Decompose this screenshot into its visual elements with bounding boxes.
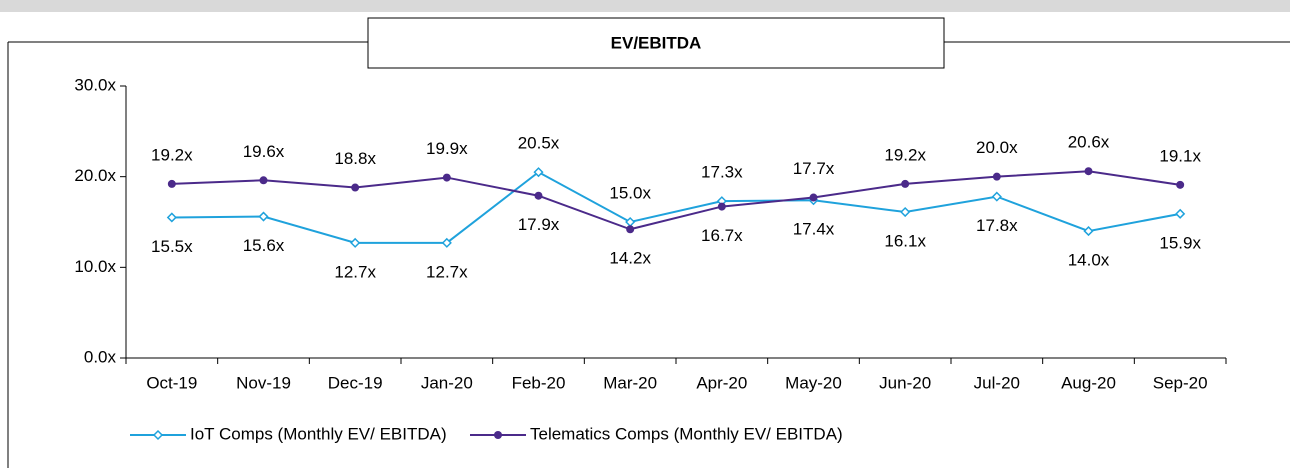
point — [625, 216, 636, 228]
data-label: 16.1x — [884, 232, 926, 251]
data-label: 15.6x — [243, 236, 285, 255]
x-tick-label: Dec-19 — [328, 373, 383, 392]
legend-marker — [152, 429, 164, 441]
data-label: 16.7x — [701, 226, 743, 245]
top-bar — [0, 0, 1290, 12]
data-label: 14.2x — [609, 249, 651, 268]
x-tick-label: Jul-20 — [974, 373, 1020, 392]
x-tick-label: Nov-19 — [236, 373, 291, 392]
x-tick-label: Oct-19 — [146, 373, 197, 392]
point — [1175, 208, 1186, 219]
data-label: 12.7x — [334, 262, 376, 281]
x-tick-label: Aug-20 — [1061, 373, 1116, 392]
data-label: 20.0x — [976, 138, 1018, 157]
point — [717, 202, 726, 211]
data-label: 17.9x — [518, 215, 560, 234]
x-tick-label: Mar-20 — [603, 373, 657, 392]
point — [351, 183, 360, 192]
data-label: 19.2x — [151, 145, 193, 164]
data-label: 15.0x — [609, 183, 651, 202]
legend-marker — [494, 431, 502, 439]
x-tick-label: Jun-20 — [879, 373, 931, 392]
point — [809, 193, 818, 202]
point — [259, 176, 268, 185]
point — [350, 237, 361, 248]
x-tick-label: Feb-20 — [512, 373, 566, 392]
legend-label: IoT Comps (Monthly EV/ EBITDA) — [190, 424, 447, 443]
data-label: 20.6x — [1068, 133, 1110, 152]
data-label: 17.4x — [793, 220, 835, 239]
point — [533, 167, 544, 178]
data-label: 19.1x — [1159, 146, 1201, 165]
title-box — [367, 17, 945, 69]
data-label: 17.7x — [793, 159, 835, 178]
point — [901, 179, 910, 188]
point — [1176, 180, 1185, 189]
data-label: 20.5x — [518, 134, 560, 153]
point — [534, 191, 543, 200]
chart-title: EV/EBITDA — [611, 33, 702, 52]
point — [1084, 167, 1093, 176]
x-tick-label: Sep-20 — [1153, 373, 1208, 392]
point — [442, 173, 451, 182]
series-line — [171, 170, 1181, 244]
data-label: 14.0x — [1068, 251, 1110, 270]
point — [1083, 226, 1094, 237]
y-tick-label: 30.0x — [74, 75, 116, 94]
y-tick-label: 10.0x — [74, 257, 116, 276]
legend-label: Telematics Comps (Monthly EV/ EBITDA) — [530, 424, 843, 443]
x-tick-label: Jan-20 — [421, 373, 473, 392]
data-label: 12.7x — [426, 262, 468, 281]
point — [167, 179, 176, 188]
point — [992, 172, 1001, 181]
x-tick-label: May-20 — [785, 373, 842, 392]
data-label: 17.3x — [701, 163, 743, 182]
series-line — [171, 170, 1181, 231]
point — [166, 212, 177, 223]
data-label: 15.9x — [1159, 233, 1201, 252]
point — [626, 225, 635, 234]
point — [900, 206, 911, 218]
x-tick-label: Apr-20 — [696, 373, 747, 392]
data-label: 15.5x — [151, 237, 193, 256]
y-tick-label: 20.0x — [74, 166, 116, 185]
data-label: 17.8x — [976, 216, 1018, 235]
y-tick-label: 0.0x — [84, 347, 117, 366]
point — [991, 191, 1002, 202]
point — [441, 237, 452, 248]
data-label: 19.2x — [884, 145, 926, 164]
data-label: 19.6x — [243, 142, 285, 161]
data-label: 18.8x — [334, 149, 376, 168]
point — [258, 211, 269, 222]
data-label: 19.9x — [426, 139, 468, 158]
